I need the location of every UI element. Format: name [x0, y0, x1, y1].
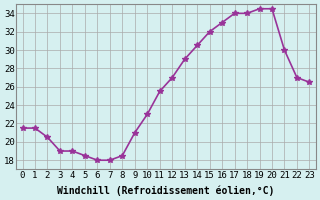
- X-axis label: Windchill (Refroidissement éolien,°C): Windchill (Refroidissement éolien,°C): [57, 185, 275, 196]
